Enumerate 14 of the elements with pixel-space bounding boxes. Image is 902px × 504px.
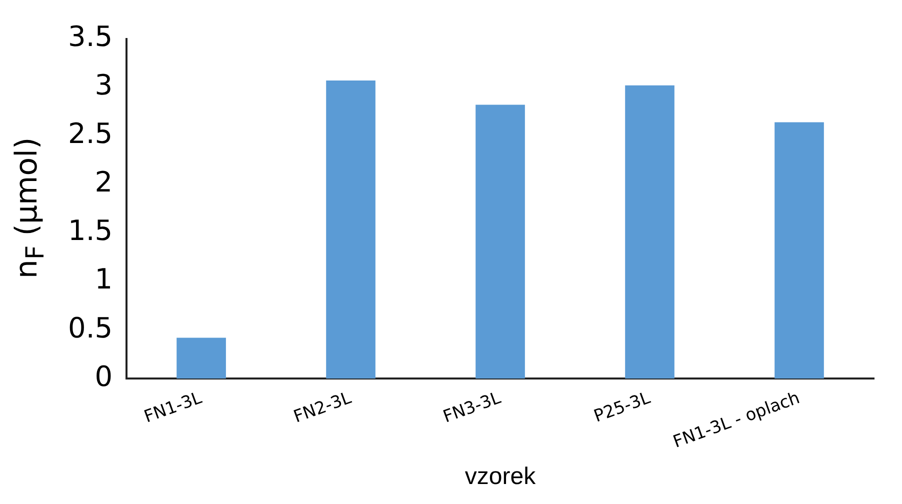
bar [176,338,226,378]
x-axis-title: vzorek [464,463,537,490]
bar [326,80,376,378]
y-tick-label: 3 [94,68,113,102]
bar [625,85,674,378]
y-tick-label: 2 [94,166,113,199]
y-tick-label: 1.5 [68,214,113,248]
y-tick-label: 0 [94,360,113,393]
y-tick-label: 0.5 [68,311,113,344]
bar [774,122,824,378]
y-tick-label: 3.5 [68,20,113,54]
y-tick-label: 1 [94,262,113,296]
bar [476,104,525,378]
y-tick-label: 2.5 [68,117,113,150]
